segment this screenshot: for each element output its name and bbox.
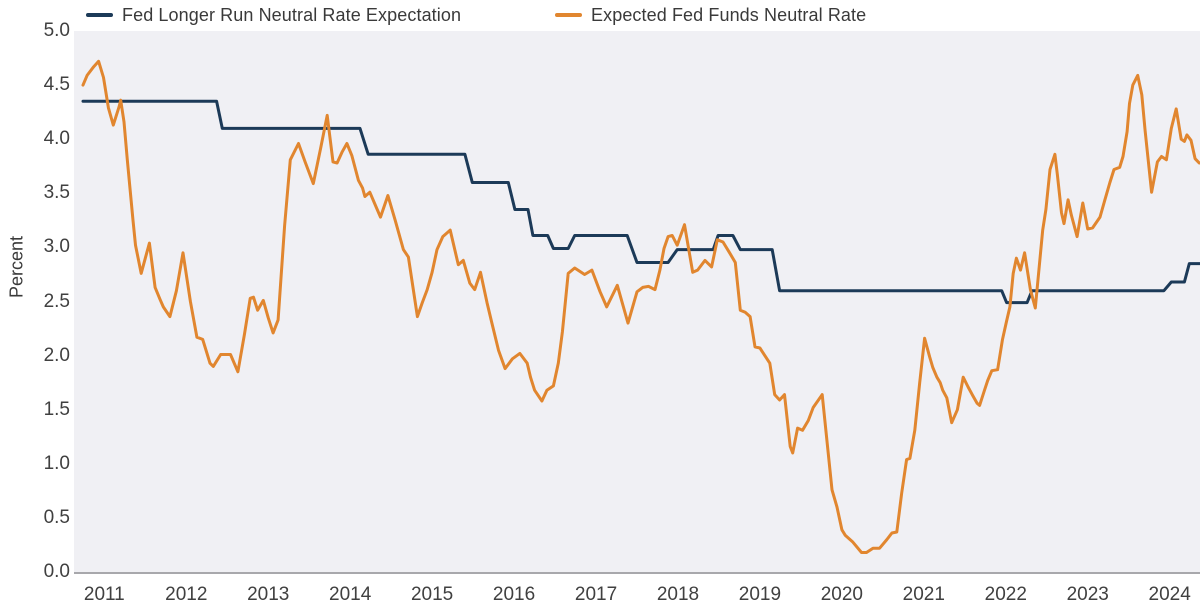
x-tick-2021: 2021 — [902, 584, 945, 605]
chart-svg — [81, 59, 1200, 554]
y-tick-1.5: 1.5 — [43, 398, 70, 420]
x-tick-2013: 2013 — [247, 584, 290, 605]
y-tick-4.0: 4.0 — [43, 128, 70, 150]
expected-fed-funds-neutral-rate-line — [81, 59, 1200, 554]
fed-longer-run-legend-label: Fed Longer Run Neutral Rate Expectation — [122, 4, 462, 25]
x-tick-2011: 2011 — [83, 584, 125, 605]
y-tick-3.0: 3.0 — [43, 236, 70, 258]
x-tick-2024: 2024 — [1148, 584, 1191, 605]
expected-fed-funds-legend-swatch — [555, 13, 582, 17]
x-tick-2012: 2012 — [165, 584, 208, 605]
y-tick-1.0: 1.0 — [43, 452, 70, 474]
y-tick-0.5: 0.5 — [43, 506, 70, 528]
y-tick-5.0: 5.0 — [43, 20, 70, 41]
x-tick-2022: 2022 — [984, 584, 1027, 605]
x-tick-2016: 2016 — [492, 584, 536, 605]
y-tick-3.5: 3.5 — [43, 182, 70, 204]
plot-area — [74, 31, 1200, 574]
fed-longer-run-legend-swatch — [86, 13, 113, 17]
x-tick-2015: 2015 — [410, 584, 454, 605]
y-tick-0.0: 0.0 — [43, 561, 70, 582]
x-tick-2019: 2019 — [738, 584, 782, 605]
x-tick-2020: 2020 — [820, 584, 864, 605]
x-tick-2017: 2017 — [574, 584, 618, 605]
expected-fed-funds-legend-label: Expected Fed Funds Neutral Rate — [591, 4, 867, 25]
y-tick-4.5: 4.5 — [43, 74, 70, 96]
x-tick-2018: 2018 — [656, 584, 700, 605]
y-tick-2.5: 2.5 — [43, 290, 70, 312]
legend-item-expected-fed-funds: Expected Fed Funds Neutral Rate — [555, 4, 866, 26]
x-tick-2023: 2023 — [1066, 584, 1109, 605]
y-tick-2.0: 2.0 — [43, 344, 70, 366]
legend-item-fed-longer-run: Fed Longer Run Neutral Rate Expectation — [86, 4, 461, 26]
fed-longer-run-neutral-rate-expectation-line — [81, 99, 1200, 305]
x-tick-2014: 2014 — [329, 584, 372, 605]
